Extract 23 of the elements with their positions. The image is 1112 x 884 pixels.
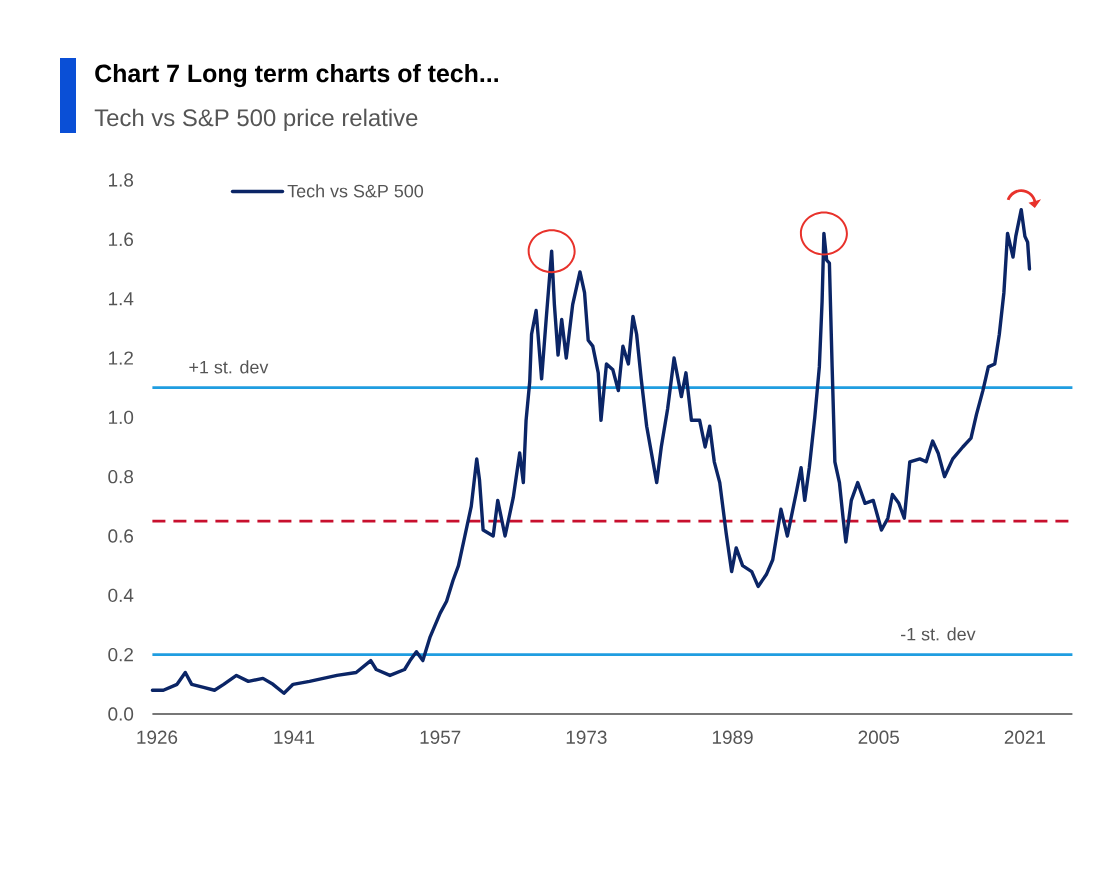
ref-line-label: +1 st. dev — [189, 360, 269, 374]
x-tick-label: 1957 — [420, 730, 461, 744]
x-tick-label: 1941 — [274, 730, 315, 744]
x-tick-label: 1989 — [712, 730, 753, 744]
y-tick-label: 0.2 — [108, 647, 133, 662]
y-tick-label: 0.0 — [108, 707, 134, 721]
y-tick-label: 1.4 — [109, 292, 134, 306]
chart-title: Chart 7 Long term charts of tech... — [95, 63, 498, 88]
y-tick-label: 1.0 — [109, 410, 134, 425]
legend-label: Tech vs S&P 500 — [287, 184, 424, 198]
x-tick-label: 1973 — [566, 730, 607, 744]
y-tick-label: 0.6 — [108, 529, 134, 543]
chart-subtitle: Tech vs S&P 500 price relative — [94, 108, 418, 131]
x-tick-label: 2005 — [858, 730, 899, 744]
y-tick-label: 1.2 — [109, 351, 133, 365]
y-tick-label: 1.6 — [109, 232, 134, 247]
y-tick-label: 0.8 — [108, 469, 134, 484]
y-tick-label: 0.4 — [108, 588, 134, 603]
x-tick-label: 1926 — [137, 730, 178, 744]
line-series — [150, 207, 1032, 695]
y-tick-label: 1.8 — [109, 173, 134, 187]
x-tick-label: 2021 — [1004, 730, 1046, 744]
ref-line-label: -1 st. dev — [900, 627, 976, 641]
